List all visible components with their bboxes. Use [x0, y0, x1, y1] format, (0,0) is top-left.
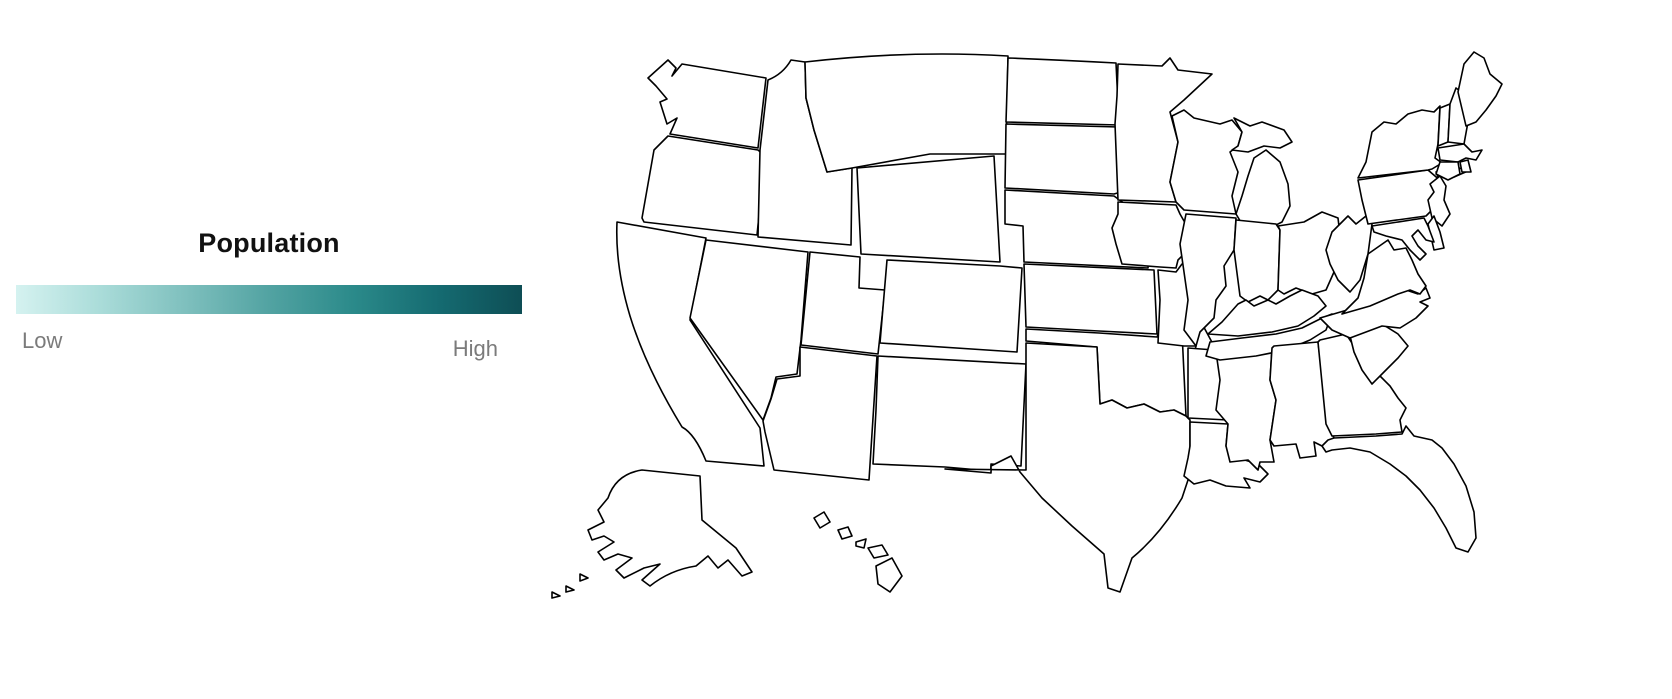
state-de[interactable]: [1427, 215, 1445, 251]
states-group: [551, 51, 1503, 599]
state-ks[interactable]: [1023, 263, 1158, 335]
state-ct[interactable]: [1435, 161, 1461, 181]
legend-title: Population: [198, 228, 340, 258]
state-ak[interactable]: [551, 469, 753, 599]
state-az[interactable]: [762, 346, 878, 481]
state-sd[interactable]: [1004, 123, 1126, 195]
state-id[interactable]: [757, 59, 853, 246]
state-tx[interactable]: [944, 342, 1191, 593]
us-choropleth-map: [520, 0, 1672, 694]
state-me[interactable]: [1457, 51, 1503, 127]
state-nj[interactable]: [1427, 175, 1451, 227]
state-mi[interactable]: [1231, 117, 1293, 229]
state-ut[interactable]: [800, 251, 886, 355]
state-wa[interactable]: [647, 59, 767, 149]
state-wi[interactable]: [1169, 109, 1243, 215]
legend: Population Low High: [16, 228, 522, 361]
state-oh[interactable]: [1277, 211, 1343, 295]
state-nd[interactable]: [1005, 57, 1120, 126]
state-tn[interactable]: [1205, 313, 1333, 361]
legend-gradient-bar: [16, 285, 522, 314]
state-ca[interactable]: [615, 221, 765, 467]
state-ia[interactable]: [1111, 201, 1189, 269]
state-wy[interactable]: [856, 155, 1001, 263]
state-or[interactable]: [641, 135, 766, 236]
state-in[interactable]: [1233, 219, 1281, 303]
state-ky[interactable]: [1207, 289, 1327, 337]
state-ma[interactable]: [1437, 143, 1483, 163]
state-co[interactable]: [879, 259, 1023, 353]
state-nm[interactable]: [872, 355, 1027, 472]
state-md[interactable]: [1371, 217, 1435, 261]
state-nv[interactable]: [689, 239, 809, 421]
state-sc[interactable]: [1349, 323, 1409, 385]
legend-high-label: High: [452, 336, 498, 361]
state-hi[interactable]: [813, 511, 903, 593]
state-fl[interactable]: [1321, 425, 1477, 553]
state-mt[interactable]: [804, 53, 1009, 173]
state-va[interactable]: [1341, 239, 1427, 315]
state-ri[interactable]: [1459, 159, 1472, 173]
legend-low-label: Low: [22, 328, 63, 353]
